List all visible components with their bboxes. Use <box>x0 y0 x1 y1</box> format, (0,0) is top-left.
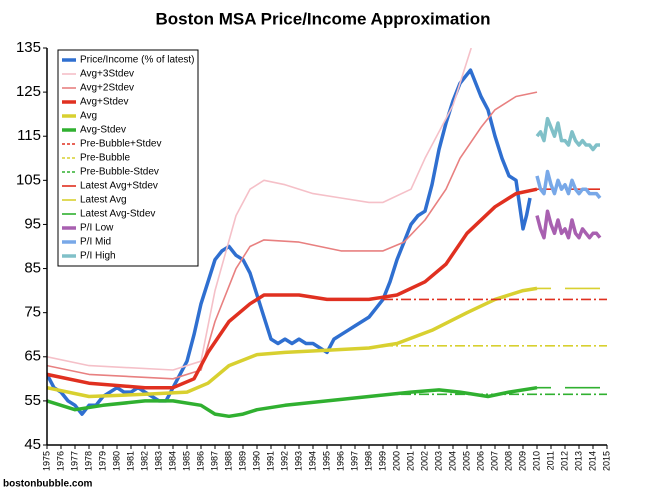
legend-label: P/I Mid <box>80 237 111 248</box>
series-line <box>535 116 600 152</box>
x-tick-label: 1984 <box>167 451 177 471</box>
legend-label: Pre-Bubble-Stdev <box>80 167 159 178</box>
x-tick-label: 1982 <box>139 451 149 471</box>
x-tick-label: 2011 <box>545 451 555 470</box>
legend: Price/Income (% of latest) Avg+3Stdev Avg+… <box>57 49 199 267</box>
x-tick-label: 1998 <box>363 451 373 471</box>
x-tick-label: 2009 <box>517 451 527 471</box>
series-line <box>47 187 538 390</box>
x-tick-label: 2010 <box>531 451 541 471</box>
legend-label: P/I High <box>80 251 116 262</box>
series-line <box>535 169 602 200</box>
x-tick-label: 1999 <box>377 451 387 471</box>
x-tick-label: 1988 <box>223 451 233 471</box>
x-tick-label: 1997 <box>349 451 359 471</box>
y-tick-label: 115 <box>17 127 41 144</box>
x-tick-label: 1993 <box>293 451 303 471</box>
x-tick-label: 1986 <box>195 451 205 471</box>
y-tick-label: 55 <box>24 392 41 409</box>
legend-box <box>57 49 199 267</box>
axes: 45 55 65 75 85 95 105 115 125 135 1975 1976 1977 1978… <box>16 39 611 471</box>
series-line <box>47 48 472 371</box>
x-tick-label: 2000 <box>391 451 401 471</box>
legend-label: Avg+3Stdev <box>80 69 134 80</box>
legend-label: Price/Income (% of latest) <box>80 55 194 66</box>
legend-label: Latest Avg <box>80 195 127 206</box>
x-tick-label: 2004 <box>447 451 457 471</box>
x-tick-label: 1981 <box>125 451 135 471</box>
y-tick-label: 65 <box>24 348 41 365</box>
x-tick-label: 1990 <box>251 451 261 471</box>
x-tick-label: 2012 <box>559 451 569 471</box>
x-tick-label: 1996 <box>335 451 345 471</box>
y-tick-label: 95 <box>24 215 41 232</box>
x-tick-label: 2002 <box>419 451 429 471</box>
series-line <box>535 209 602 240</box>
legend-label: Pre-Bubble <box>80 153 130 164</box>
x-tick-label: 1994 <box>307 451 317 471</box>
x-tick-label: 1995 <box>321 451 331 471</box>
y-tick-label: 45 <box>24 436 41 453</box>
x-tick-label: 2006 <box>475 451 485 471</box>
legend-label: Avg+2Stdev <box>80 83 134 94</box>
x-tick-label: 2008 <box>503 451 513 471</box>
legend-label: Latest Avg+Stdev <box>80 181 158 192</box>
source: bostonbubble.com <box>3 479 93 490</box>
plot-lines <box>47 48 607 419</box>
legend-label: Avg <box>80 111 97 122</box>
series-line <box>47 286 538 399</box>
series-line <box>47 91 538 380</box>
x-tick-label: 1991 <box>265 451 275 471</box>
legend-label: Avg+Stdev <box>80 97 128 108</box>
x-tick-label: 1987 <box>209 451 219 471</box>
x-tick-label: 1978 <box>83 451 93 471</box>
legend-label: Pre-Bubble+Stdev <box>80 139 161 150</box>
series-line <box>47 385 538 419</box>
x-tick-label: 2007 <box>489 451 499 471</box>
x-tick-label: 2015 <box>601 451 611 471</box>
x-tick-label: 1977 <box>69 451 79 471</box>
x-tick-label: 1975 <box>41 451 51 471</box>
x-tick-label: 2001 <box>405 451 415 471</box>
x-tick-label: 1976 <box>55 451 65 471</box>
y-tick-label: 135 <box>16 39 41 56</box>
x-tick-label: 1985 <box>181 451 191 471</box>
x-tick-label: 2014 <box>587 451 597 471</box>
x-tick-label: 2003 <box>433 451 443 471</box>
y-tick-label: 125 <box>16 83 41 100</box>
x-tick-label: 1989 <box>237 451 247 471</box>
y-tick-label: 75 <box>24 304 41 321</box>
x-tick-label: 1983 <box>153 451 163 471</box>
x-tick-label: 2013 <box>573 451 583 471</box>
legend-label: Avg-Stdev <box>80 125 126 136</box>
x-tick-label: 2005 <box>461 451 471 471</box>
x-tick-label: 1979 <box>97 451 107 471</box>
y-tick-label: 105 <box>16 171 41 188</box>
x-tick-label: 1992 <box>279 451 289 471</box>
legend-label: Latest Avg-Stdev <box>80 209 155 220</box>
legend-label: P/I Low <box>80 223 114 234</box>
x-tick-label: 1980 <box>111 451 121 471</box>
y-tick-label: 85 <box>24 260 41 277</box>
chart-title: Boston MSA Price/Income Approximation <box>155 9 490 28</box>
